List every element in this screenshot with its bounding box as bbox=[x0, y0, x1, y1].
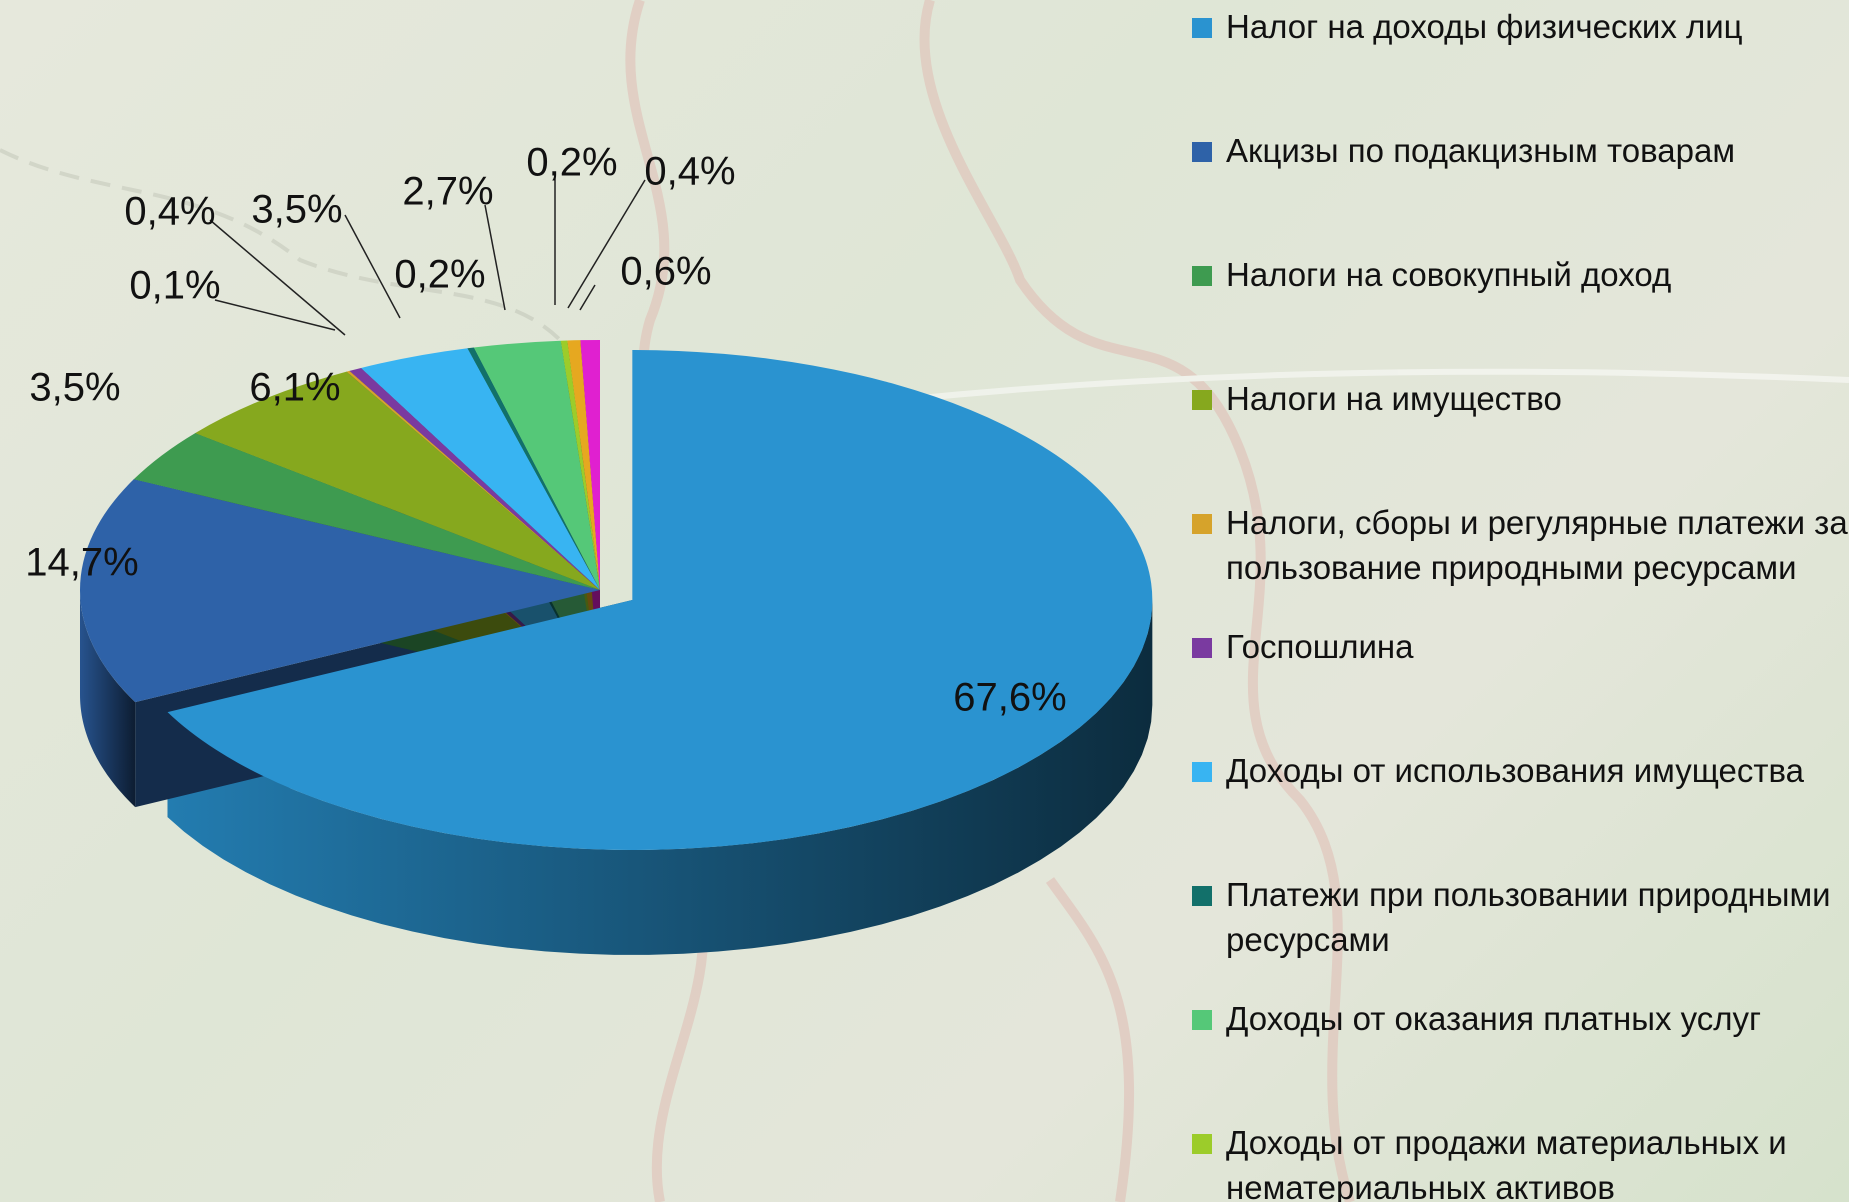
legend-label: Налоги, сборы и регулярные платежи за по… bbox=[1226, 504, 1848, 586]
leader-line bbox=[485, 205, 505, 310]
legend-item: Налоги на имущество bbox=[1192, 376, 1849, 421]
legend-label: Доходы от использования имущества bbox=[1226, 752, 1804, 789]
legend-label: Налоги на совокупный доход bbox=[1226, 256, 1671, 293]
data-label: 6,1% bbox=[249, 366, 340, 410]
data-label: 0,2% bbox=[526, 141, 617, 185]
legend-label: Доходы от оказания платных услуг bbox=[1226, 1000, 1761, 1037]
legend-label: Акцизы по подакцизным товарам bbox=[1226, 132, 1735, 169]
page: 67,6% 14,7% 3,5% 6,1% 0,1% 0,4% 3,5% 0,2% 2,7% 0,… bbox=[0, 0, 1849, 1202]
legend-label: Налоги на имущество bbox=[1226, 380, 1562, 417]
legend-item: Доходы от продажи материальных и нематер… bbox=[1192, 1120, 1849, 1202]
legend-swatch bbox=[1192, 638, 1212, 658]
data-label: 0,6% bbox=[620, 250, 711, 294]
legend-item: Налог на доходы физических лиц bbox=[1192, 4, 1849, 49]
data-label: 0,4% bbox=[124, 190, 215, 234]
legend-label: Налог на доходы физических лиц bbox=[1226, 8, 1743, 45]
data-label: 0,4% bbox=[644, 150, 735, 194]
legend-item: Госпошлина bbox=[1192, 624, 1849, 669]
legend-swatch bbox=[1192, 266, 1212, 286]
data-label: 0,2% bbox=[394, 253, 485, 297]
legend-swatch bbox=[1192, 18, 1212, 38]
leader-line bbox=[345, 215, 400, 318]
legend-swatch bbox=[1192, 886, 1212, 906]
legend-item: Налоги, сборы и регулярные платежи за по… bbox=[1192, 500, 1849, 590]
data-label: 3,5% bbox=[251, 188, 342, 232]
legend-label: Доходы от продажи материальных и нематер… bbox=[1226, 1124, 1787, 1202]
legend-swatch bbox=[1192, 142, 1212, 162]
data-label: 2,7% bbox=[402, 170, 493, 214]
data-label: 3,5% bbox=[29, 366, 120, 410]
pie: 67,6% 14,7% 3,5% 6,1% 0,1% 0,4% 3,5% 0,2% 2,7% 0,… bbox=[25, 141, 1152, 955]
legend-item: Доходы от оказания платных услуг bbox=[1192, 996, 1849, 1041]
legend-label: Госпошлина bbox=[1226, 628, 1413, 665]
legend-item: Платежи при пользовании природными ресур… bbox=[1192, 872, 1849, 962]
legend-swatch bbox=[1192, 514, 1212, 534]
legend-item: Доходы от использования имущества bbox=[1192, 748, 1849, 793]
leader-line bbox=[210, 220, 345, 335]
data-label: 67,6% bbox=[953, 676, 1066, 720]
legend-swatch bbox=[1192, 390, 1212, 410]
legend-item: Акцизы по подакцизным товарам bbox=[1192, 128, 1849, 173]
legend-label: Платежи при пользовании природными ресур… bbox=[1226, 876, 1831, 958]
legend-swatch bbox=[1192, 1134, 1212, 1154]
data-label: 0,1% bbox=[129, 264, 220, 308]
leader-line bbox=[215, 300, 335, 330]
legend-swatch bbox=[1192, 762, 1212, 782]
leader-line bbox=[580, 285, 595, 310]
data-label: 14,7% bbox=[25, 541, 138, 585]
legend-swatch bbox=[1192, 1010, 1212, 1030]
legend-item: Налоги на совокупный доход bbox=[1192, 252, 1849, 297]
